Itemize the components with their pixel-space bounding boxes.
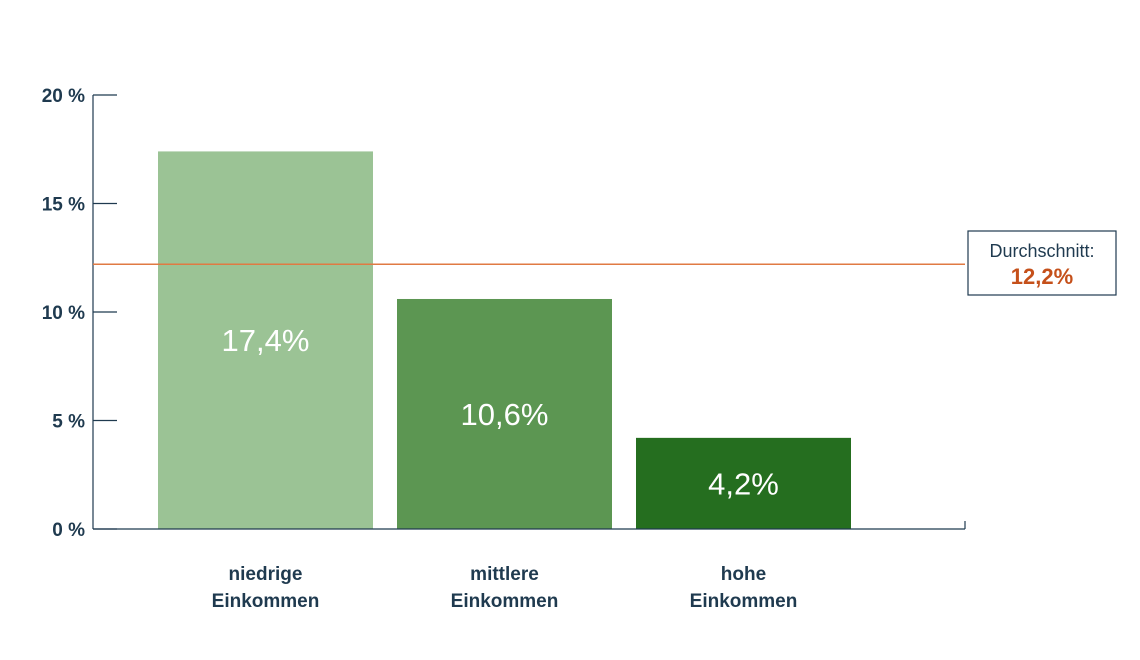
category-label-line: Einkommen bbox=[451, 591, 559, 612]
bar-3 bbox=[636, 437, 851, 529]
category-label-line: Einkommen bbox=[690, 591, 798, 612]
data-label-3: 4,2% bbox=[708, 466, 779, 501]
category-label-line: niedrige bbox=[229, 564, 303, 585]
data-label-2: 10,6% bbox=[461, 397, 549, 432]
y-tick-label-3: 15 % bbox=[42, 195, 85, 216]
category-label-line: mittlere bbox=[470, 564, 539, 585]
y-tick-label-4: 20 % bbox=[42, 86, 85, 107]
y-tick-label-0: 0 % bbox=[52, 520, 85, 541]
data-labels-layer: 17,4% niedrige Einkommen 10,6% mittlere Einko… bbox=[212, 323, 798, 612]
category-label-2: mittlere Einkommen bbox=[451, 564, 559, 612]
bar-2 bbox=[397, 298, 612, 529]
category-label-1: niedrige Einkommen bbox=[212, 564, 320, 612]
average-callout: Durchschnitt: 12,2% bbox=[967, 230, 1117, 296]
axis-layer: 0 % 5 % 10 % 15 % 20 % bbox=[42, 86, 966, 541]
y-tick-label-1: 5 % bbox=[52, 412, 85, 433]
category-label-line: Einkommen bbox=[212, 591, 320, 612]
category-label-line: hohe bbox=[721, 564, 766, 585]
average-callout-box bbox=[967, 230, 1117, 296]
bar-1 bbox=[158, 151, 373, 530]
y-tick-label-2: 10 % bbox=[42, 303, 85, 324]
category-label-3: hohe Einkommen bbox=[690, 564, 798, 612]
average-callout-title: Durchschnitt: bbox=[989, 241, 1094, 261]
bars-layer bbox=[158, 151, 851, 530]
average-callout-value: 12,2% bbox=[1011, 264, 1073, 289]
data-label-1: 17,4% bbox=[222, 323, 310, 358]
